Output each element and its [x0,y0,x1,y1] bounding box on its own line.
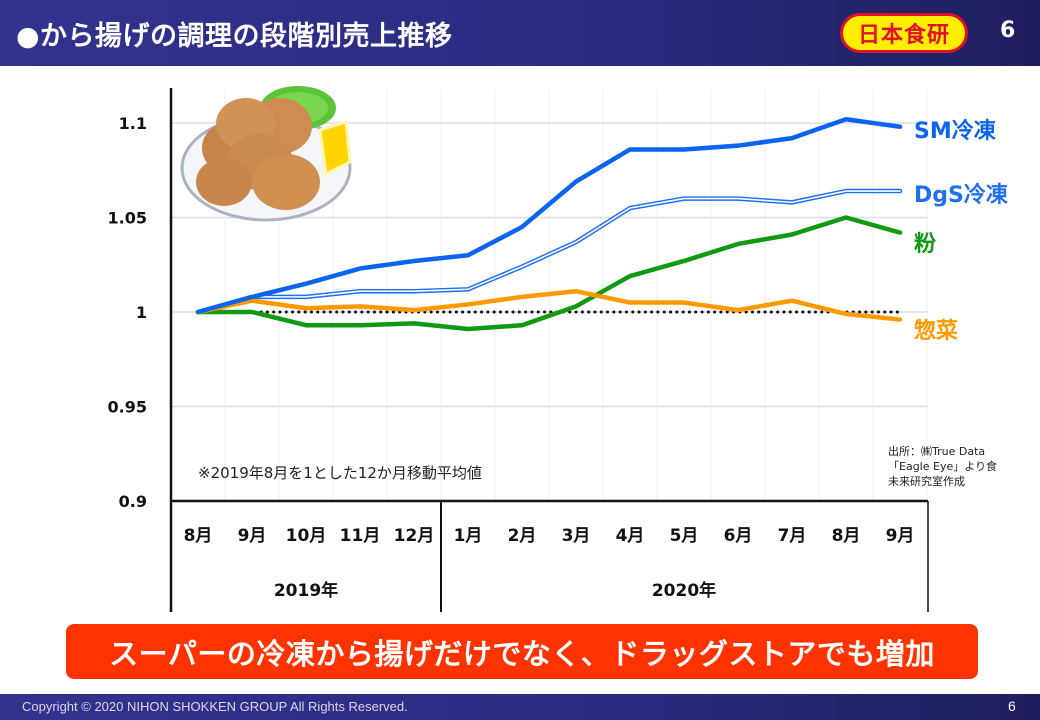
slide-title: ●から揚げの調理の段階別売上推移 [16,21,453,52]
x-tick-label: 5月 [670,526,699,546]
x-tick-label: 2月 [508,526,537,546]
y-tick-label: 1 [136,303,147,322]
source-line: 「Eagle Eye」より食 [888,460,998,473]
x-tick-label: 6月 [724,526,753,546]
y-tick-labels: 0.9 0.95 1 1.05 1.1 [108,114,147,511]
series-line-flour [195,215,903,332]
chart-note: ※2019年8月を1とした12か月移動平均値 [198,464,482,482]
legend-label-deli: 惣菜 [914,319,959,344]
chart-axes [169,88,929,612]
year-group-label: 2020年 [652,580,716,601]
year-group-label: 2019年 [274,580,338,601]
x-tick-label: 11月 [340,526,381,546]
slide-header: ●から揚げの調理の段階別売上推移 日本食研 6 [0,0,1040,66]
series-line-sm-frozen [195,116,903,315]
company-logo: 日本食研 [840,13,968,53]
source-line: 未来研究室作成 [888,475,965,488]
x-tick-label: 12月 [394,526,435,546]
source-line: 出所：㈱True Data [888,445,986,458]
logo-text: 日本食研 [857,23,950,48]
x-tick-label: 7月 [778,526,807,546]
x-tick-label: 8月 [184,526,213,546]
banner-text: スーパーの冷凍から揚げだけでなく、ドラッグストアでも増加 [109,636,935,671]
x-tick-label: 9月 [886,526,915,546]
conclusion-banner: スーパーの冷凍から揚げだけでなく、ドラッグストアでも増加 [66,624,978,679]
series-line-deli [195,288,903,322]
copyright-text: Copyright © 2020 NIHON SHOKKEN GROUP All… [22,699,408,714]
legend-label-dgs-frozen: DgS冷凍 [914,183,1008,208]
chart-series [195,116,903,332]
y-tick-label: 0.95 [108,398,147,417]
lemon-wedge [318,120,352,177]
x-tick-label: 8月 [832,526,861,546]
y-tick-label: 1.1 [119,114,147,133]
x-tick-label: 10月 [286,526,327,546]
x-tick-label: 9月 [238,526,267,546]
data-source: 出所：㈱True Data 「Eagle Eye」より食 未来研究室作成 [888,444,997,489]
karaage-piece [252,154,320,210]
x-tick-label: 3月 [562,526,591,546]
line-chart: 0.9 0.95 1 1.05 1.1 8月 9月 10月 11月 12月 1月 2月 3月 4月 5月 6… [108,88,929,612]
x-tick-label: 4月 [616,526,645,546]
y-tick-label: 0.9 [119,492,147,511]
karaage-illustration [180,86,352,222]
page-number-top: 6 [1000,18,1016,43]
slide-footer: Copyright © 2020 NIHON SHOKKEN GROUP All… [0,694,1040,720]
y-tick-label: 1.05 [108,209,147,228]
x-tick-label: 1月 [454,526,483,546]
legend-label-sm-frozen: SM冷凍 [914,119,996,144]
page-number-bottom: 6 [1008,698,1016,714]
karaage-piece [196,158,252,206]
x-tick-labels: 8月 9月 10月 11月 12月 1月 2月 3月 4月 5月 6月 7月 8月 9月 2019年 2020… [184,526,915,601]
legend-label-flour: 粉 [914,232,937,257]
series-line-dgs-frozen-inner [197,190,901,313]
